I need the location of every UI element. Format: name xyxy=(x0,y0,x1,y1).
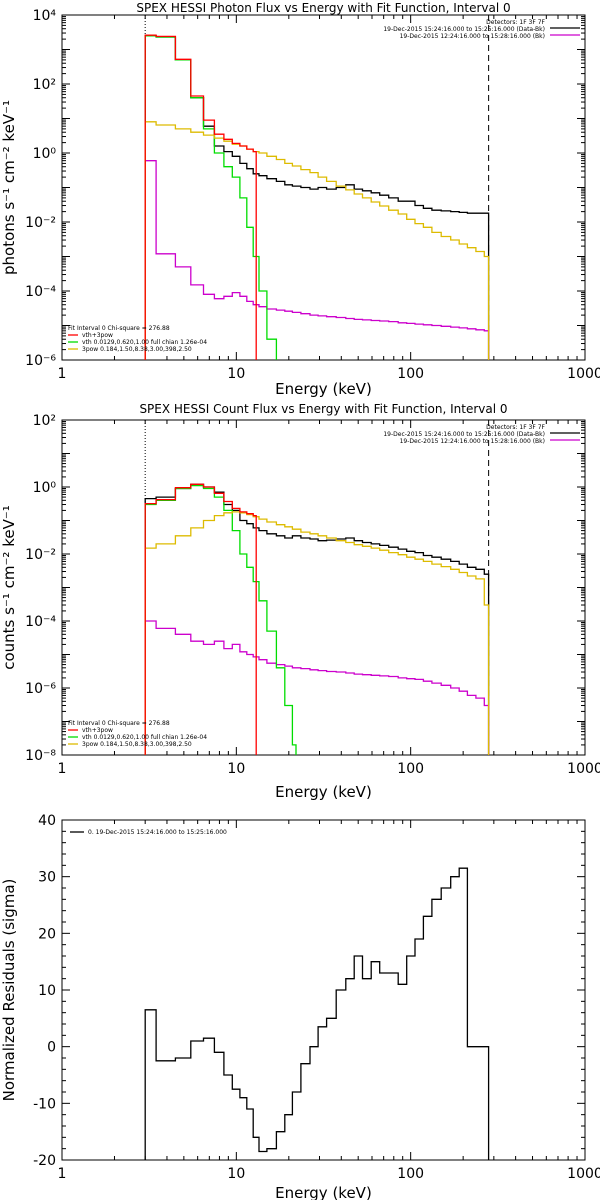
y-axis-label: counts s⁻¹ cm⁻² keV⁻¹ xyxy=(0,505,18,670)
header-line: 19-Dec-2015 15:24:16.000 to 15:25:16.000… xyxy=(383,431,545,438)
series-line-3pow xyxy=(144,511,490,755)
header-line: Detectors: 1F 3F 7F xyxy=(486,19,545,26)
y-tick-label: 10² xyxy=(33,77,56,93)
x-tick-label: 100 xyxy=(397,366,424,382)
y-tick-label: -20 xyxy=(33,1153,56,1169)
y-tick-label: 10⁻² xyxy=(25,547,56,563)
y-axis-label: Normalized Residuals (sigma) xyxy=(0,879,18,1102)
fit-legend-label: vth 0.0129,0.620,1.00 full chian 1.26e-0… xyxy=(82,339,207,346)
x-tick-label: 1 xyxy=(58,1166,67,1182)
header-line: 19-Dec-2015 12:24:16.000 to 15:28:16.000… xyxy=(400,438,545,445)
plot-frame xyxy=(61,819,586,1161)
series-line-vth xyxy=(144,484,297,755)
x-tick-label: 10 xyxy=(227,1166,245,1182)
y-tick-label: 10⁰ xyxy=(33,146,57,162)
x-tick-label: 10 xyxy=(227,761,245,777)
y-tick-label: 10⁻² xyxy=(25,215,56,231)
chart-title: SPEX HESSI Count Flux vs Energy with Fit… xyxy=(139,402,507,416)
y-tick-label: 40 xyxy=(38,813,56,829)
x-axis-label: Energy (keV) xyxy=(275,783,372,801)
fit-legend-title: Fit Interval 0 Chi-square = 276.88 xyxy=(68,720,170,727)
series-line-data-bk xyxy=(144,483,490,755)
x-tick-label: 1000 xyxy=(567,1166,600,1182)
y-tick-label: 20 xyxy=(38,926,56,942)
y-tick-label: 10⁻⁶ xyxy=(25,681,56,697)
y-tick-label: 10² xyxy=(33,413,56,429)
x-tick-label: 1000 xyxy=(567,761,600,777)
series-line-vth-3pow xyxy=(144,483,257,755)
series-group xyxy=(144,867,490,1160)
series-group xyxy=(144,483,490,755)
fit-legend-label: vth+3pow xyxy=(82,332,113,339)
series-line-3pow xyxy=(144,121,490,360)
residual-legend-label: 0. 19-Dec-2015 15:24:16.000 to 15:25:16.… xyxy=(88,829,227,836)
y-tick-label: 10⁻⁸ xyxy=(25,748,56,764)
chart-title: SPEX HESSI Photon Flux vs Energy with Fi… xyxy=(136,1,510,15)
x-tick-label: 1 xyxy=(58,366,67,382)
series-line-data-bk xyxy=(144,35,490,360)
x-tick-label: 1 xyxy=(58,761,67,777)
x-tick-label: 10 xyxy=(227,366,245,382)
y-tick-label: 30 xyxy=(38,870,56,886)
y-tick-label: 10⁻⁴ xyxy=(25,284,56,300)
header-line: Detectors: 1F 3F 7F xyxy=(486,424,545,431)
series-line-vth-3pow xyxy=(144,34,257,360)
y-tick-label: 0 xyxy=(47,1040,56,1056)
header-line: 19-Dec-2015 12:24:16.000 to 15:28:16.000… xyxy=(400,33,545,40)
header-line: 19-Dec-2015 15:24:16.000 to 15:25:16.000… xyxy=(383,26,545,33)
y-tick-label: 10⁻⁶ xyxy=(25,353,56,369)
plot-frame xyxy=(61,419,586,756)
x-axis-label: Energy (keV) xyxy=(275,1184,372,1200)
x-tick-label: 100 xyxy=(397,1166,424,1182)
y-tick-label: 10⁴ xyxy=(33,8,57,24)
series-group xyxy=(144,34,490,360)
series-line-residuals xyxy=(144,867,490,1160)
y-tick-label: 10⁻⁴ xyxy=(25,614,56,630)
y-tick-label: 10 xyxy=(38,983,56,999)
y-tick-label: 10⁰ xyxy=(33,480,57,496)
fit-legend-label: 3pow 0.184,1.50,8.38,3.00,398,2.50 xyxy=(82,346,192,353)
fit-legend-label: vth+3pow xyxy=(82,727,113,734)
x-axis-label: Energy (keV) xyxy=(275,380,372,398)
series-line-bk xyxy=(144,620,490,755)
y-tick-label: -10 xyxy=(33,1096,56,1112)
fit-legend-title: Fit Interval 0 Chi-square = 276.88 xyxy=(68,325,170,332)
x-tick-label: 1000 xyxy=(567,366,600,382)
y-axis-label: photons s⁻¹ cm⁻² keV⁻¹ xyxy=(0,100,18,275)
series-line-bk xyxy=(144,160,490,360)
fit-legend-label: vth 0.0129,0.620,1.00 full chian 1.26e-0… xyxy=(82,734,207,741)
x-tick-label: 100 xyxy=(397,761,424,777)
fit-legend-label: 3pow 0.184,1.50,8.38,3.00,398,2.50 xyxy=(82,741,192,748)
